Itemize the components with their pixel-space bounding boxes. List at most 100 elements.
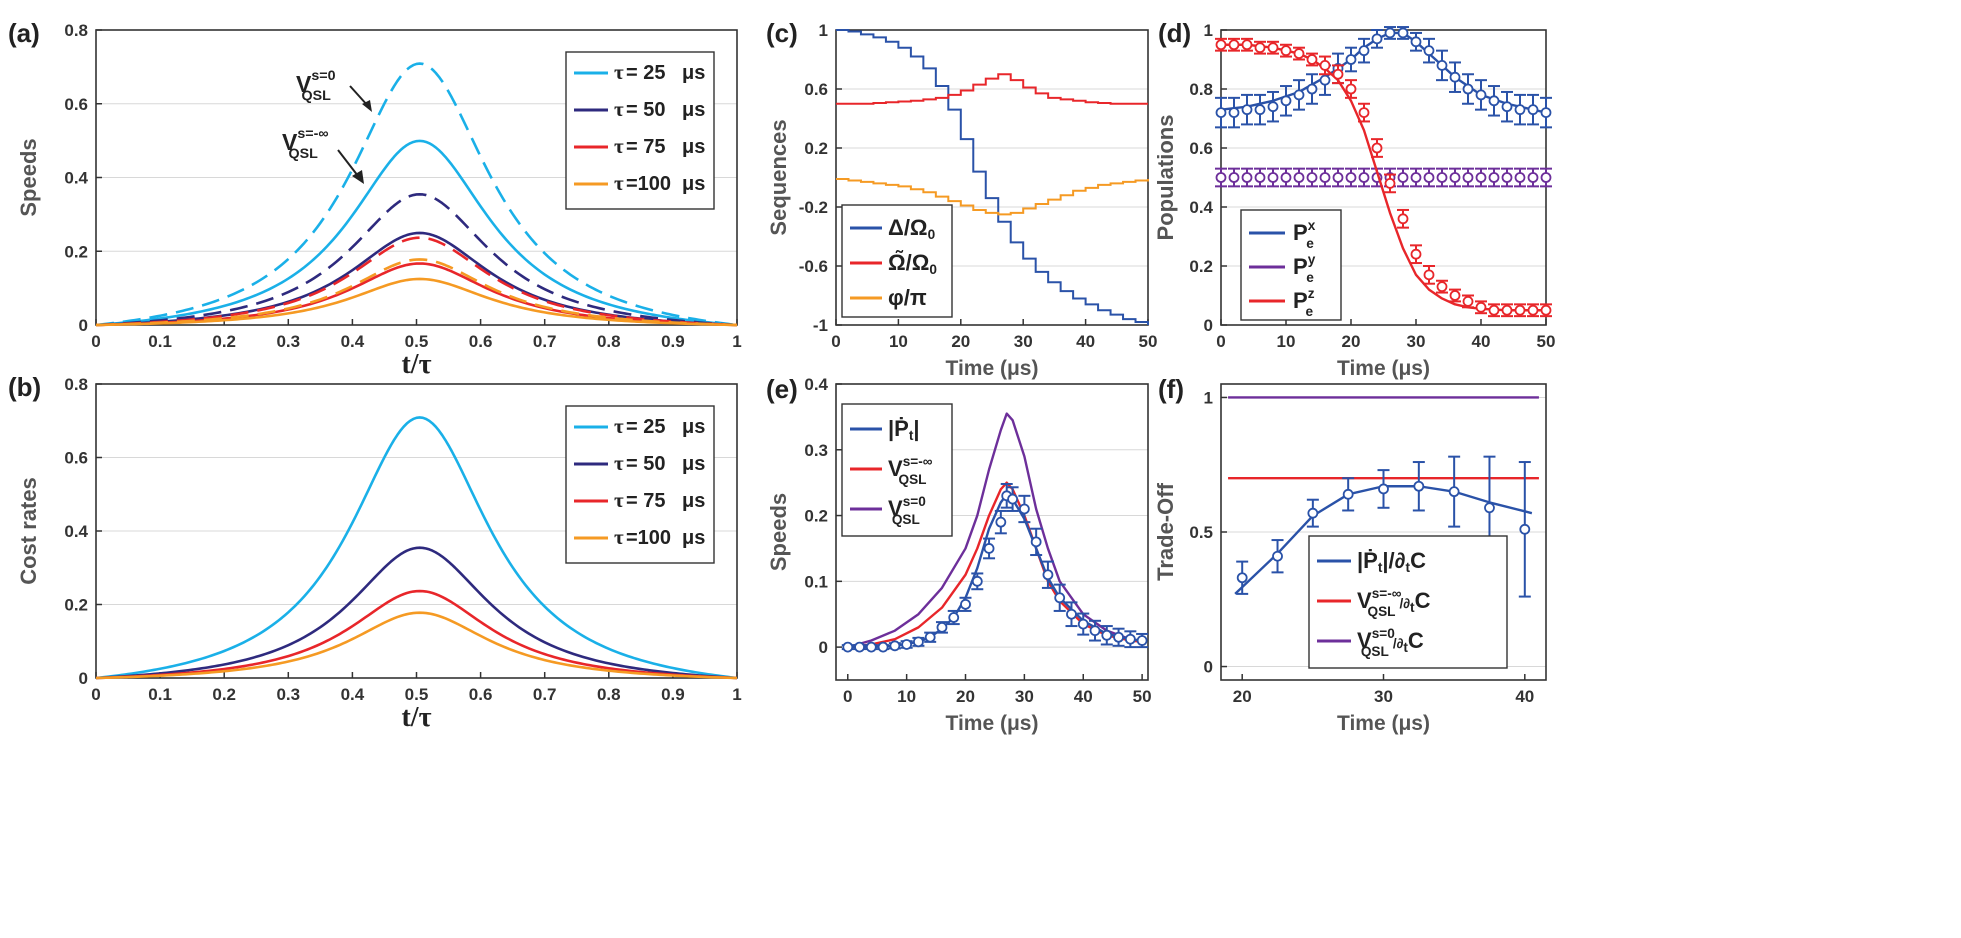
series-line-3 bbox=[95, 611, 738, 680]
x-axis-label: Time (μs) bbox=[1337, 712, 1430, 735]
x-tick-label: 50 bbox=[1139, 332, 1158, 351]
panel-label: (c) bbox=[766, 18, 798, 48]
data-point bbox=[1293, 48, 1305, 59]
data-point bbox=[1215, 107, 1227, 118]
legend-label: Vs=0 QSL bbox=[888, 494, 926, 527]
legend-label: Py e bbox=[1293, 252, 1316, 285]
x-tick-label: 0.1 bbox=[148, 332, 172, 351]
y-tick-label: 0.2 bbox=[64, 242, 88, 261]
data-point bbox=[1306, 83, 1318, 95]
y-tick-label: 0 bbox=[1204, 658, 1213, 677]
data-point bbox=[1113, 631, 1124, 643]
x-tick-label: 1 bbox=[732, 685, 741, 704]
x-tick-label: 0 bbox=[1216, 332, 1225, 351]
data-point bbox=[1488, 172, 1500, 183]
data-point bbox=[1410, 248, 1422, 260]
x-tick-label: 0.4 bbox=[341, 685, 365, 704]
plot-frame bbox=[95, 29, 738, 326]
data-point bbox=[1342, 488, 1354, 500]
annotation-vqsl-sinf: Vs=-∞ QSL bbox=[282, 126, 329, 162]
data-point bbox=[1254, 104, 1266, 116]
x-tick-label: 0 bbox=[831, 332, 840, 351]
y-tick-label: 1 bbox=[1204, 21, 1213, 40]
legend-unit: μs bbox=[682, 453, 705, 475]
data-point bbox=[983, 543, 995, 554]
data-point bbox=[1332, 172, 1344, 183]
y-tick-label: 0 bbox=[1204, 316, 1213, 335]
legend-tau: τ bbox=[614, 60, 624, 84]
legend-unit: μs bbox=[682, 99, 705, 121]
data-point bbox=[1280, 45, 1292, 57]
plot-frame bbox=[95, 383, 738, 679]
data-point bbox=[971, 575, 983, 587]
y-tick-label: 1 bbox=[819, 21, 828, 40]
y-tick-label: 0.3 bbox=[804, 441, 828, 460]
panel-label: (d) bbox=[1158, 18, 1191, 48]
annotation-arrowhead bbox=[352, 170, 364, 184]
data-point bbox=[1358, 172, 1370, 183]
legend-tau: τ bbox=[614, 134, 624, 158]
data-point bbox=[1319, 172, 1331, 183]
x-tick-label: 0.3 bbox=[276, 685, 300, 704]
data-point bbox=[1358, 45, 1370, 57]
y-tick-label: 0.4 bbox=[1189, 198, 1213, 217]
y-axis-label: Trade-Off bbox=[1153, 482, 1178, 580]
panel-label: (f) bbox=[1158, 374, 1184, 404]
legend-unit: μs bbox=[682, 527, 705, 549]
x-tick-label: 10 bbox=[889, 332, 908, 351]
legend-label: Vs=-∞ QSL bbox=[888, 454, 933, 487]
y-tick-label: 0.8 bbox=[1189, 80, 1213, 99]
y-tick-label: 1 bbox=[1204, 388, 1213, 407]
y-tick-label: -1 bbox=[813, 316, 828, 335]
y-tick-label: 0.1 bbox=[804, 572, 828, 591]
y-tick-label: -0.2 bbox=[799, 198, 828, 217]
x-tick-label: 0.9 bbox=[661, 685, 685, 704]
x-tick-label: 0 bbox=[91, 332, 100, 351]
x-tick-label: 20 bbox=[1342, 332, 1361, 351]
data-point bbox=[1066, 608, 1077, 620]
legend-tau: τ bbox=[614, 488, 624, 512]
legend-box bbox=[1240, 209, 1342, 321]
data-point bbox=[1089, 625, 1101, 637]
y-tick-label: 0.4 bbox=[64, 169, 88, 188]
data-point bbox=[1030, 536, 1042, 548]
legend-eq: =100 bbox=[626, 173, 671, 195]
y-axis-label: Populations bbox=[1153, 115, 1178, 241]
x-tick-label: 30 bbox=[1407, 332, 1426, 351]
legend-label: Px e bbox=[1293, 218, 1316, 251]
x-tick-label: 40 bbox=[1074, 687, 1093, 706]
data-point bbox=[1436, 60, 1448, 71]
data-point bbox=[877, 641, 889, 653]
x-tick-label: 0.7 bbox=[533, 685, 557, 704]
x-tick-label: 0.2 bbox=[212, 332, 236, 351]
x-tick-label: 30 bbox=[1374, 687, 1393, 706]
x-tick-label: 0.2 bbox=[212, 685, 236, 704]
data-point bbox=[1228, 107, 1240, 118]
data-point bbox=[1488, 95, 1500, 107]
legend-eq: = 75 bbox=[626, 490, 665, 512]
legend-eq: = 50 bbox=[626, 453, 665, 475]
data-point bbox=[1501, 172, 1513, 183]
data-point bbox=[1241, 39, 1253, 51]
data-point bbox=[1397, 213, 1409, 225]
plot-frame bbox=[835, 383, 1149, 681]
panel-label: (b) bbox=[8, 372, 41, 402]
legend-eq: = 25 bbox=[626, 416, 665, 438]
data-point bbox=[913, 636, 924, 648]
y-tick-label: 0.4 bbox=[64, 522, 88, 541]
data-point bbox=[1413, 480, 1425, 492]
data-point bbox=[1054, 592, 1066, 604]
legend-eq: = 75 bbox=[626, 136, 665, 158]
data-point bbox=[1267, 172, 1279, 183]
y-tick-label: 0.4 bbox=[804, 375, 828, 394]
x-tick-label: 10 bbox=[1277, 332, 1296, 351]
y-tick-label: 0 bbox=[79, 669, 88, 688]
x-tick-label: 40 bbox=[1472, 332, 1491, 351]
data-point bbox=[889, 640, 901, 652]
data-point bbox=[1280, 172, 1292, 183]
data-point bbox=[1267, 42, 1279, 54]
data-point bbox=[1384, 177, 1396, 189]
data-point bbox=[1449, 71, 1461, 83]
